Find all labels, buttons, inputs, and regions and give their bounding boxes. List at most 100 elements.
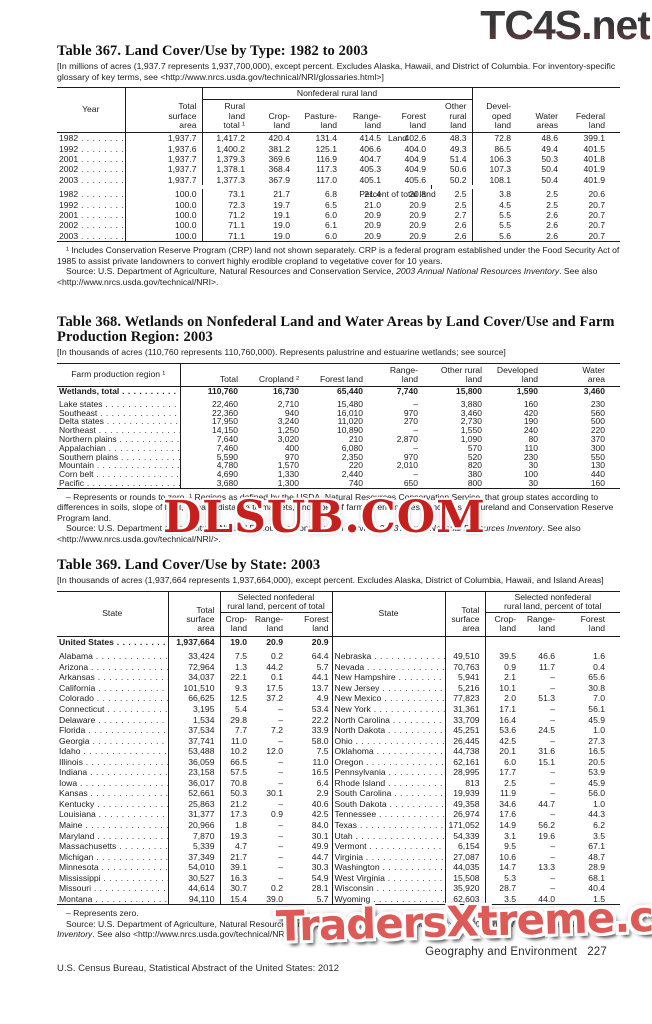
table-367-body: Land19821,937.71,417.2420.4131.4414.5402… bbox=[57, 132, 620, 242]
row-label: Delta states bbox=[57, 417, 180, 426]
cell: 6.0 bbox=[325, 230, 337, 241]
cell: 10.1 bbox=[484, 682, 522, 694]
table-row: Northeast14,150 1,250 10,890 – 1,550 240 220 bbox=[57, 425, 620, 436]
section-row: Percent of total land bbox=[57, 185, 620, 199]
cell: 220 bbox=[590, 425, 605, 436]
cell: 19,939 bbox=[444, 788, 486, 799]
cell: 19.0 bbox=[273, 230, 290, 241]
cell: 30.8 bbox=[588, 682, 606, 693]
cell: 370 bbox=[590, 434, 605, 445]
row-label: New Mexico bbox=[331, 693, 446, 704]
cell: 16.5 bbox=[588, 746, 606, 757]
row-label: 1982 bbox=[57, 189, 125, 199]
cell: 72,964 bbox=[167, 661, 220, 673]
cell: 31,361 bbox=[444, 703, 486, 715]
cell: 2.6 bbox=[546, 220, 559, 231]
row-label: Appalachian bbox=[57, 444, 180, 453]
cell: 65.6 bbox=[588, 672, 606, 683]
cell: 20.9 bbox=[409, 210, 426, 221]
cell: 940 bbox=[284, 407, 299, 418]
cell: 5,590 bbox=[179, 452, 243, 462]
cell: 2.5 bbox=[546, 189, 559, 200]
cell: 23,158 bbox=[167, 767, 220, 778]
cell: 48.6 bbox=[541, 133, 559, 144]
cell: 2.6 bbox=[454, 230, 467, 241]
cell: 27.3 bbox=[588, 735, 606, 746]
cell: 1,378.1 bbox=[201, 164, 250, 175]
cell: – bbox=[278, 777, 283, 788]
cell: 70,763 bbox=[444, 661, 486, 673]
source-note: Source: U.S. Department of Agriculture, … bbox=[57, 266, 620, 287]
t367-header-year: Year bbox=[82, 104, 100, 115]
row-label: 2003 bbox=[57, 231, 125, 242]
cell: 4.9 bbox=[316, 693, 329, 704]
cell: 46.6 bbox=[538, 651, 556, 662]
cell: 80 bbox=[528, 434, 538, 445]
cell: 30 bbox=[528, 460, 538, 471]
cell bbox=[444, 636, 486, 648]
table-369-section: Table 369. Land Cover/Use by State: 2003… bbox=[57, 558, 621, 940]
cell: 110 bbox=[524, 442, 538, 453]
cell: 970 bbox=[403, 451, 418, 462]
t369-header-total-left: Total surface area bbox=[167, 591, 220, 637]
cell: 31,377 bbox=[167, 809, 220, 820]
cell: 3.5 bbox=[484, 893, 522, 905]
cell: 44.0 bbox=[538, 893, 556, 904]
table-367: Year Total surface area Nonfederal rural… bbox=[57, 87, 621, 243]
cell: 20.9 bbox=[364, 220, 381, 231]
row-label: Illinois bbox=[57, 757, 168, 768]
cell: 20.9 bbox=[409, 220, 426, 231]
table-row: 19921,937.61,400.2 381.2 125.1 406.6 404.0 49… bbox=[57, 143, 620, 154]
cell: 44,614 bbox=[167, 883, 220, 894]
cell: 7.0 bbox=[593, 693, 606, 704]
cell: 22.2 bbox=[311, 714, 329, 725]
cell: 970 bbox=[403, 407, 418, 418]
cell: 2.5 bbox=[484, 777, 522, 789]
cell: 37,349 bbox=[167, 851, 220, 863]
row-label: Wetlands, total bbox=[57, 387, 180, 396]
cell: 10.2 bbox=[219, 746, 252, 757]
row-label: Oregon bbox=[331, 756, 446, 768]
cell: 7,640 bbox=[179, 435, 243, 444]
cell: 367.9 bbox=[268, 174, 290, 185]
cell: 1,090 bbox=[460, 434, 482, 445]
row-label: 2002 bbox=[57, 164, 125, 174]
cell: 2,350 bbox=[341, 451, 363, 462]
table-row: Lake states22,460 2,710 15,480 – 3,880 160 230 bbox=[57, 395, 620, 409]
cell: 117.0 bbox=[316, 174, 337, 185]
cell: 71.1 bbox=[201, 230, 250, 242]
table-row: 20031,937.71,377.3 367.9 117.0 405.1 405.6 50… bbox=[57, 174, 620, 186]
t369-header-forest-left: Forest land bbox=[304, 614, 329, 634]
cell: 7,740 bbox=[396, 386, 418, 397]
row-label: California bbox=[57, 683, 168, 694]
row-label: 2002 bbox=[57, 220, 125, 230]
cell: 0.1 bbox=[271, 672, 283, 683]
cell: 37,741 bbox=[167, 735, 220, 747]
cell: 17.3 bbox=[219, 809, 252, 820]
cell: 45,251 bbox=[444, 725, 486, 736]
cell: 37,534 bbox=[167, 725, 220, 736]
cell: 3,460 bbox=[583, 386, 605, 397]
cell: 26,445 bbox=[444, 735, 486, 747]
cell: 52,661 bbox=[167, 788, 220, 799]
cell: – bbox=[550, 788, 556, 799]
t369-header-state-left: State bbox=[102, 607, 123, 618]
cell: 50.2 bbox=[449, 174, 467, 185]
cell: 6,080 bbox=[341, 442, 363, 453]
cell: 17.7 bbox=[484, 767, 522, 778]
row-label: Delaware bbox=[57, 715, 168, 726]
cell: 404.0 bbox=[404, 143, 426, 154]
cell: 16,730 bbox=[273, 386, 299, 397]
row-label: Kansas bbox=[57, 788, 168, 799]
cell: – bbox=[550, 841, 556, 852]
cell: – bbox=[278, 841, 283, 852]
cell: 44.7 bbox=[311, 851, 329, 862]
t367-header-water-areas: Water areas bbox=[535, 110, 559, 130]
cell: 27,087 bbox=[444, 851, 486, 863]
section-label: Percent of total land bbox=[359, 189, 436, 200]
cell: 110,760 bbox=[179, 387, 243, 396]
cell: – bbox=[550, 883, 556, 894]
